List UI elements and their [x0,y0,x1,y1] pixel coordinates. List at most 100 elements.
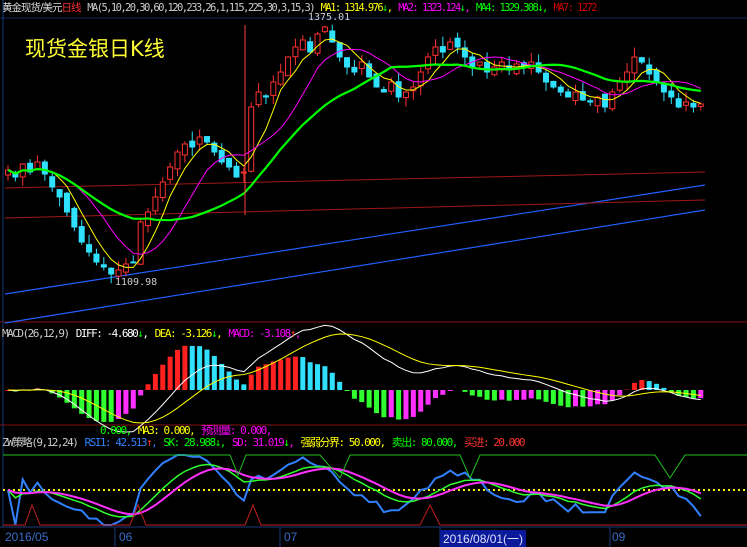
macd-bar [536,390,542,400]
candle-body [100,264,107,268]
sd-value: SD: 31.019↓, [231,436,295,449]
boundary-value: 强弱分界: 50.000, [300,436,387,449]
xaxis-label-jun: 06 [119,530,133,544]
candle-body [270,81,277,96]
macd-bar [152,373,158,390]
candle-body [543,72,550,83]
macd-bar [337,381,343,390]
instrument-title: 黄金现货/美元 [2,2,63,14]
candle-body [616,81,623,91]
candle-body [653,69,660,83]
candle-body [344,57,351,68]
macd-bar [138,390,144,396]
macd-bar [79,390,85,414]
macd-bar [256,366,262,390]
macd-bar [381,390,387,418]
macd-bar [248,374,254,390]
ma-params: MA(5,10,20,30,60,120,233,26,1,115,225,30… [87,2,315,14]
rsi1-value: RSI1: 42.513↑, [84,436,157,449]
ma3-value: MA3: 0.000, [137,424,196,437]
macd-bar [116,390,122,419]
candle-body [557,86,564,93]
candle-body [476,61,483,66]
candle-body [41,161,48,175]
candle-body [218,150,225,163]
macd-bar [477,390,483,397]
candle-body [461,47,468,58]
macd-bar [528,390,534,399]
candle-body [683,101,690,106]
candle-body [417,71,424,87]
macd-bar [219,363,225,390]
macd-bar [469,390,475,396]
ma10-line [7,49,701,255]
candle-body [425,56,432,70]
macd-bar [160,364,166,390]
macd-bar [484,390,490,400]
macd-bar [300,357,306,390]
macd-bar [425,390,431,405]
macd-bar [698,390,704,399]
macd-bar [543,390,549,402]
macd-bar [189,345,195,390]
candle-body [366,63,373,78]
xaxis-label-may: 2016/05 [5,530,49,544]
candle-body [314,33,321,54]
candle-body [56,189,63,198]
candle-body [71,207,78,228]
macd-bar [396,390,402,420]
forecast-value: 预测量: 0.000, [201,424,272,437]
candle-body [624,71,631,82]
macd-bar [241,384,247,390]
candle-body [137,221,144,265]
sk-value: SK: 28.988↓, [163,436,226,449]
chart-header: 黄金现货/美元日线 MA(5,10,20,30,60,120,233,26,1,… [2,1,598,15]
macd-bar [587,390,593,407]
ma-long-line [4,209,706,324]
macd-bar [410,390,416,417]
macd-bar [175,349,181,390]
macd-bar [602,390,608,405]
candle-body [550,80,557,88]
macd-bar [167,356,173,390]
sell-value: 卖出: 80.000, [391,436,459,449]
candle-body [277,71,284,85]
candle-body [388,81,395,92]
macd-bar [374,390,379,414]
candle-body [329,30,336,43]
macd-bar [233,379,239,390]
candle-body [402,91,409,99]
candle-body [167,166,174,180]
candle-body [668,90,675,98]
macd-bar [654,383,660,390]
candle-body [27,162,34,173]
macd-bar [64,390,70,403]
macd-bar [447,390,453,391]
macd-bar [101,390,107,422]
candle-body [594,96,601,107]
macd-bar [226,371,232,390]
macd-label: MACD(26,12,9) [2,327,70,340]
ma4-value: MA4: 1329.308↓, [475,2,548,14]
macd-bar [499,390,505,400]
macd-bar [572,390,578,407]
ma-red-line [4,171,706,189]
macd-bar [315,364,321,390]
macd-bar [197,346,203,390]
macd-bar [57,390,63,398]
macd-bar [462,390,468,392]
candle-body [454,37,461,48]
macd-bar [491,390,497,401]
candle-body [351,66,358,73]
diff-value: DIFF: -4.680↓, [75,327,149,340]
ma-long-line [4,184,706,295]
macd-bar [403,390,409,420]
macd-bar [307,362,313,390]
macd-bar [646,381,652,390]
macd-bar [661,387,667,390]
candle-body [240,171,247,174]
macd-bar [182,345,188,390]
candle-body [86,244,93,253]
macd-bar [366,390,372,408]
